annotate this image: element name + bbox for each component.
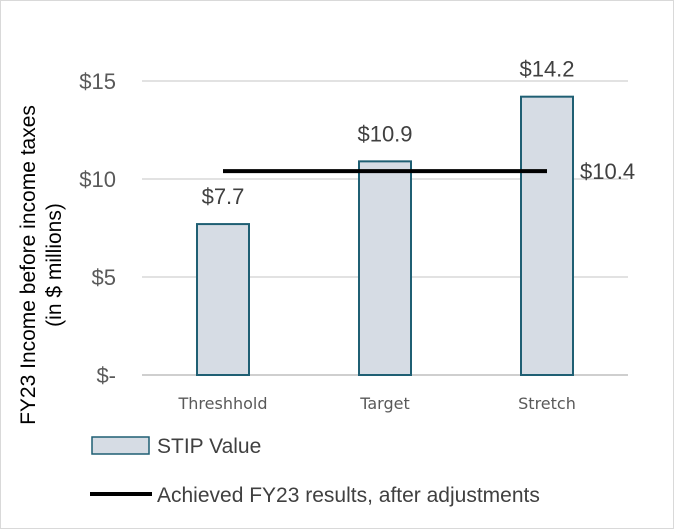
y-axis-ticks: $- $5 $10 $15 <box>79 69 116 388</box>
y-axis-title-line-2: (in $ millions) <box>43 203 66 327</box>
y-tick-label: $- <box>96 363 116 388</box>
legend-label-stip-value: STIP Value <box>157 435 261 458</box>
category-label-stretch: Stretch <box>518 394 576 413</box>
data-label-target: $10.9 <box>357 121 412 146</box>
y-tick-label: $5 <box>92 265 116 290</box>
category-label-target: Target <box>359 394 410 413</box>
achieved-results-label: $10.4 <box>580 159 635 184</box>
bars <box>196 95 574 377</box>
data-label-threshhold: $7.7 <box>202 184 245 209</box>
y-axis-title-line-1: FY23 Income before income taxes <box>17 105 40 425</box>
bar-threshhold <box>196 223 250 376</box>
reference-line-group: $10.4 <box>223 159 635 184</box>
y-tick-label: $10 <box>79 167 116 192</box>
legend: STIP Value Achieved FY23 results, after … <box>90 435 540 507</box>
legend-swatch-stip-value <box>91 436 150 455</box>
data-label-stretch: $14.2 <box>519 57 574 82</box>
category-label-threshhold: Threshhold <box>178 394 268 413</box>
bar-stretch <box>520 95 574 377</box>
data-labels: $7.7 $10.9 $14.2 <box>202 57 575 209</box>
y-tick-label: $15 <box>79 69 116 94</box>
x-axis-categories: Threshhold Target Stretch <box>178 394 576 413</box>
legend-label-achieved-results: Achieved FY23 results, after adjustments <box>157 484 540 507</box>
bar-target <box>358 160 412 376</box>
